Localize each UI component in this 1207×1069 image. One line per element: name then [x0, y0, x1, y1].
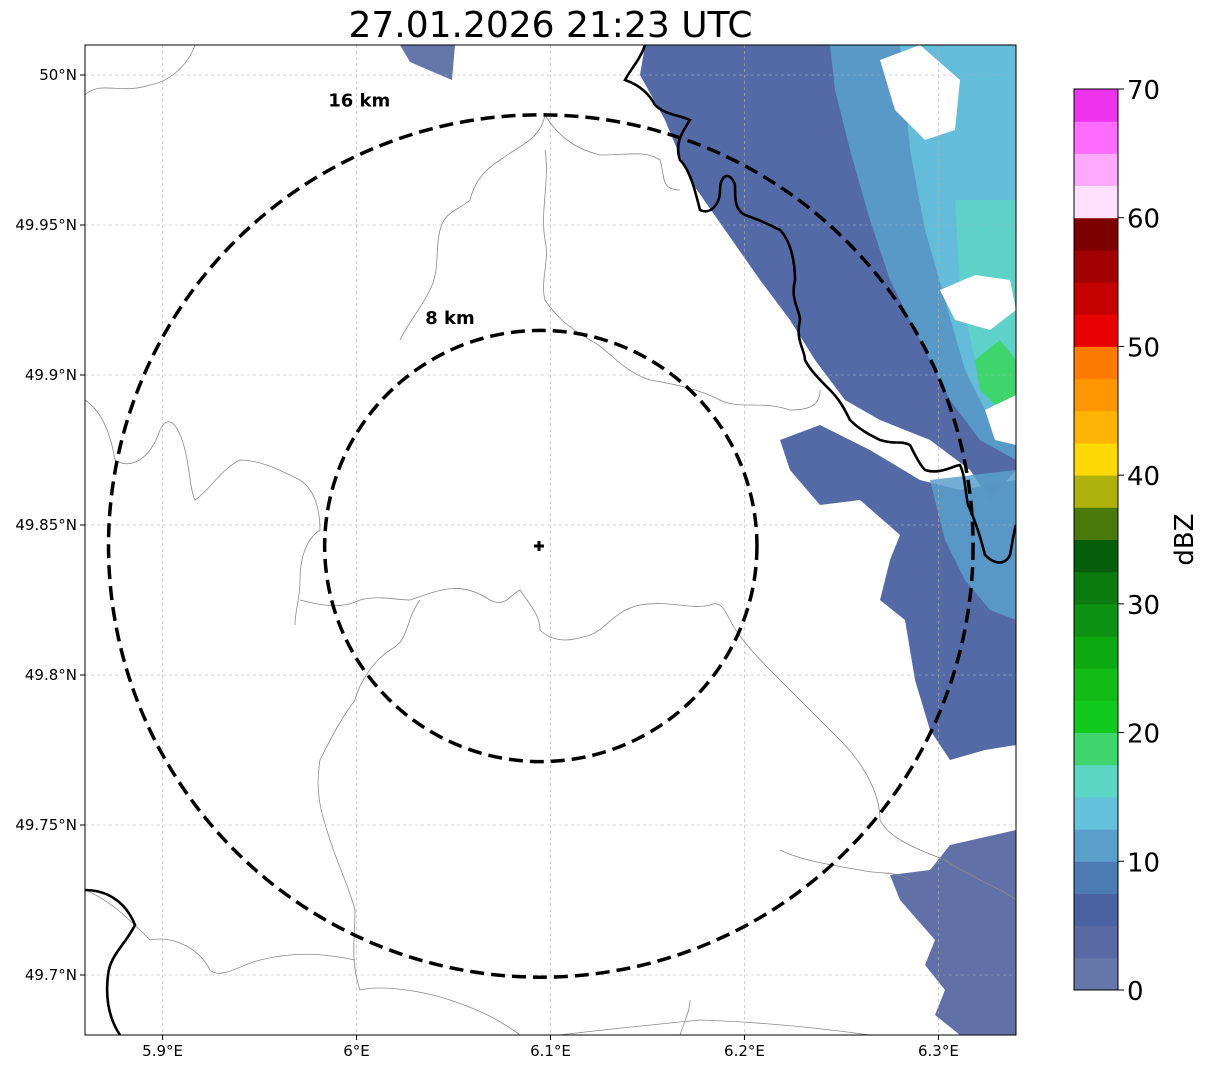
- colorbar-segment: [1074, 507, 1118, 540]
- colorbar-segment: [1074, 829, 1118, 862]
- colorbar-segment: [1074, 861, 1118, 894]
- x-tick-label: 6.2°E: [724, 1042, 765, 1060]
- y-tick-label: 49.85°N: [15, 516, 77, 534]
- colorbar-segment: [1074, 636, 1118, 669]
- colorbar-segment: [1074, 442, 1118, 476]
- y-tick-label: 49.9°N: [25, 366, 77, 384]
- colorbar-segment: [1074, 475, 1118, 508]
- colorbar-segment: [1074, 249, 1118, 283]
- colorbar-frame: [1073, 88, 1119, 991]
- colorbar-segment: [1074, 378, 1118, 412]
- colorbar-segment: [1074, 603, 1118, 637]
- colorbar-segment: [1074, 346, 1118, 380]
- colorbar-tick-label: 70: [1127, 76, 1160, 106]
- colorbar-segment: [1074, 153, 1118, 187]
- colorbar-segment: [1074, 925, 1118, 959]
- x-tick-label: 6.1°E: [530, 1042, 571, 1060]
- range-rings: 8 km 16 km: [106, 90, 975, 979]
- x-tick-label: 6°E: [343, 1042, 370, 1060]
- colorbar-segment: [1074, 217, 1118, 251]
- colorbar-segment: [1074, 700, 1118, 734]
- colorbar-segment: [1074, 764, 1118, 798]
- plot-area: 8 km 16 km: [85, 45, 1016, 1035]
- y-axis-ticks: 49.7°N 49.75°N 49.8°N 49.85°N 49.9°N 49.95°N 5…: [15, 66, 85, 984]
- admin-borders: [85, 45, 1016, 1035]
- colorbar-label: dBZ: [1170, 513, 1200, 565]
- colorbar-segment: [1074, 957, 1118, 991]
- colorbar-segment: [1074, 668, 1118, 701]
- x-axis-ticks: 5.9°E 6°E 6.1°E 6.2°E 6.3°E: [142, 1035, 959, 1060]
- x-tick-label: 5.9°E: [142, 1042, 183, 1060]
- colorbar-tick-label: 60: [1127, 205, 1160, 235]
- colorbar-segment: [1074, 796, 1118, 830]
- colorbar: 0 10 20 30 40 50 60 70 dBZ: [1073, 76, 1200, 1007]
- plus-icon: [534, 541, 544, 551]
- colorbar-segment: [1074, 893, 1118, 927]
- y-tick-label: 49.95°N: [15, 216, 77, 234]
- range-ring: [106, 113, 975, 979]
- echo-clear-gap-2: [940, 275, 1016, 330]
- colorbar-segment: [1074, 732, 1118, 766]
- colorbar-segment: [1074, 121, 1118, 154]
- colorbar-segment: [1074, 282, 1118, 315]
- colorbar-segment: [1074, 410, 1118, 444]
- echo-clear-gap-3: [985, 395, 1016, 445]
- colorbar-segment: [1074, 571, 1118, 605]
- range-ring-label: 16 km: [328, 90, 390, 111]
- colorbar-tick-label: 10: [1127, 848, 1160, 878]
- echo-green-cells: [975, 340, 1016, 410]
- colorbar-segment: [1074, 314, 1118, 347]
- colorbar-tick-label: 50: [1127, 333, 1160, 363]
- echo-north-small: [400, 45, 455, 80]
- colorbar-segment: [1074, 539, 1118, 573]
- range-ring: [322, 328, 759, 764]
- y-tick-label: 50°N: [39, 66, 77, 84]
- echo-southeast: [890, 830, 1016, 1035]
- y-tick-label: 49.75°N: [15, 816, 77, 834]
- colorbar-tick-label: 30: [1127, 591, 1160, 621]
- gridlines: [85, 45, 1016, 1035]
- colorbar-tick-label: 40: [1127, 462, 1160, 492]
- y-tick-label: 49.7°N: [25, 966, 77, 984]
- colorbar-tick-label: 0: [1127, 977, 1144, 1007]
- colorbar-segment: [1074, 185, 1118, 219]
- colorbar-segment: [1074, 89, 1118, 122]
- major-border-lines: [85, 45, 1016, 1035]
- y-tick-label: 49.8°N: [25, 666, 77, 684]
- range-ring-label: 8 km: [425, 308, 475, 329]
- x-tick-label: 6.3°E: [918, 1042, 959, 1060]
- map-title: 27.01.2026 21:23 UTC: [348, 5, 753, 46]
- colorbar-tick-label: 20: [1127, 720, 1160, 750]
- echo-clear-gap-1: [880, 45, 960, 140]
